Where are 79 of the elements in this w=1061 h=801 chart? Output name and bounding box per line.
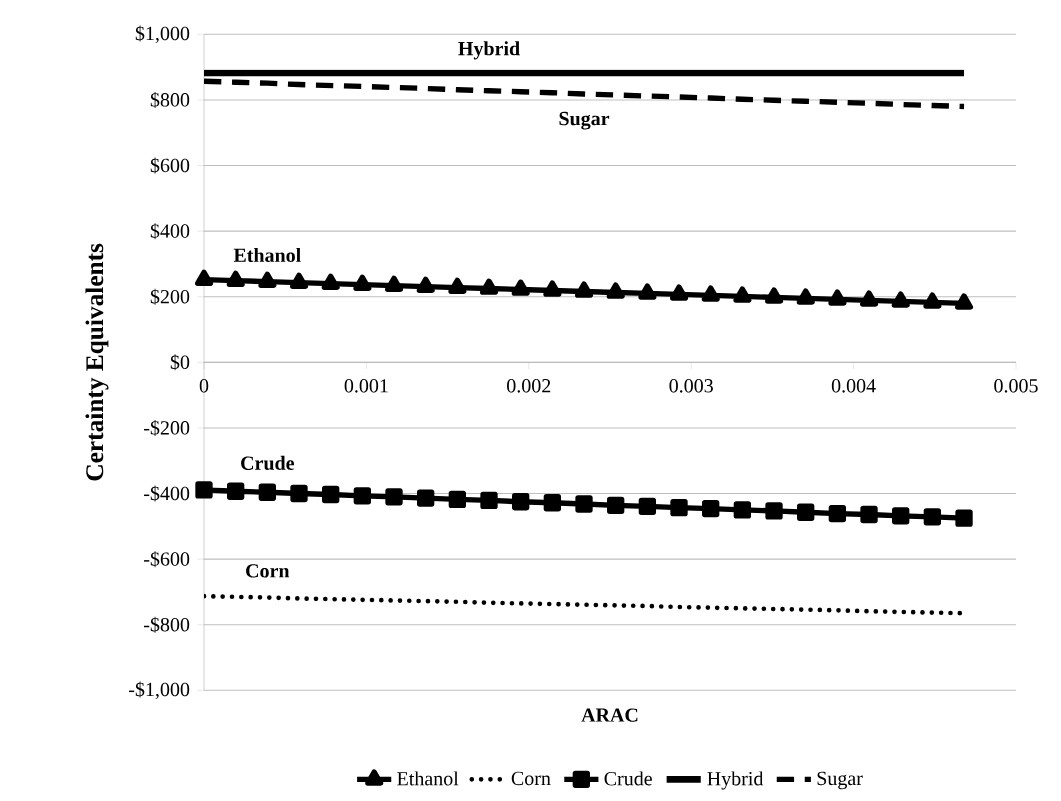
point — [353, 274, 372, 291]
point — [955, 293, 974, 310]
y-tick-label: $400 — [150, 223, 190, 240]
y-tick-label: -$1,000 — [129, 681, 190, 700]
y-tick-label: $200 — [150, 288, 190, 305]
x-tick-label: 0 — [199, 379, 209, 393]
y-axis-title: Certainty Equivalents — [85, 243, 109, 481]
y-tick-label: -$600 — [144, 551, 190, 568]
text: Corn — [246, 564, 290, 578]
point — [384, 275, 404, 292]
point — [227, 482, 245, 500]
point — [765, 502, 783, 520]
point — [417, 489, 435, 507]
point — [480, 491, 498, 510]
point — [321, 273, 340, 290]
x-axis-title: ARAC — [581, 708, 638, 722]
point — [226, 270, 245, 287]
x-tick-label: 0.004 — [831, 379, 876, 393]
point — [512, 493, 530, 511]
point — [860, 505, 878, 524]
point — [353, 487, 372, 505]
y-tick-label: -$400 — [144, 485, 190, 502]
legend-label: Ethanol — [397, 771, 459, 786]
point — [638, 283, 657, 300]
y-tick-label: -$200 — [144, 419, 190, 436]
point — [606, 282, 625, 299]
point — [258, 271, 277, 288]
point — [828, 504, 847, 523]
point — [479, 278, 499, 295]
point — [511, 279, 530, 296]
point — [733, 286, 752, 303]
point — [195, 481, 213, 499]
point — [575, 281, 594, 298]
point — [860, 290, 879, 307]
point — [955, 509, 973, 527]
point — [289, 272, 309, 289]
point — [258, 483, 277, 501]
text: Hybrid — [458, 41, 520, 60]
point — [638, 497, 657, 515]
legend-label: Corn — [511, 771, 551, 786]
x-tick-label: 0.003 — [669, 379, 713, 393]
y-tick-label: -$800 — [144, 616, 190, 633]
point — [702, 499, 720, 518]
point — [891, 291, 910, 308]
point — [194, 269, 214, 287]
point — [448, 490, 467, 509]
y-tick-label: $1,000 — [135, 25, 190, 44]
point — [797, 503, 815, 521]
text: Crude — [241, 455, 295, 470]
x-tick-label: 0.005 — [994, 379, 1038, 393]
x-tick-label: 0.002 — [507, 379, 551, 393]
point — [892, 507, 910, 525]
point — [923, 292, 942, 309]
legend-label: Crude — [604, 771, 652, 786]
legend-label: Hybrid — [707, 771, 764, 790]
point — [796, 288, 815, 305]
point — [701, 285, 720, 302]
y-tick-label: $0 — [170, 354, 190, 371]
point — [543, 280, 562, 297]
text: Ethanol — [233, 247, 301, 263]
text: Sugar — [559, 111, 610, 130]
point — [575, 495, 593, 513]
point — [923, 508, 942, 526]
point — [448, 277, 467, 294]
y-tick-label: $600 — [150, 157, 190, 174]
point — [416, 276, 435, 293]
point — [322, 485, 340, 504]
y-tick-label: $800 — [150, 91, 190, 108]
point — [543, 494, 562, 512]
point — [765, 287, 784, 304]
point — [733, 501, 752, 519]
point — [607, 496, 625, 515]
point — [290, 484, 308, 503]
point — [670, 284, 689, 301]
x-tick-label: 0.001 — [344, 379, 388, 393]
point — [385, 488, 403, 506]
point — [828, 289, 847, 306]
point — [670, 498, 688, 517]
legend-label: Sugar — [817, 771, 863, 790]
